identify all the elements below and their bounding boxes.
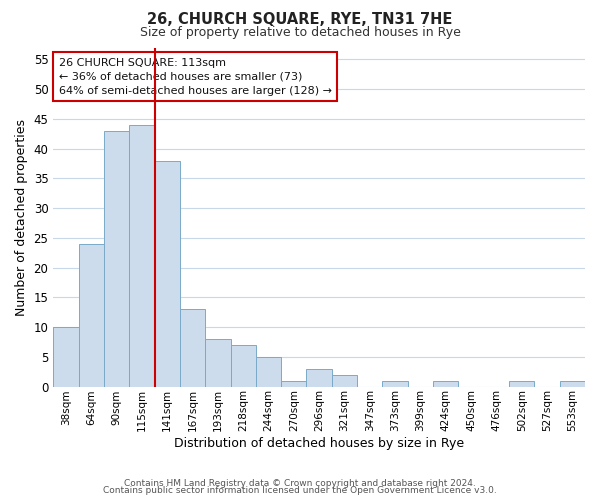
Bar	[180, 309, 205, 386]
Bar	[155, 160, 180, 386]
Bar	[382, 380, 408, 386]
Text: Size of property relative to detached houses in Rye: Size of property relative to detached ho…	[140, 26, 460, 39]
X-axis label: Distribution of detached houses by size in Rye: Distribution of detached houses by size …	[174, 437, 464, 450]
Text: Contains public sector information licensed under the Open Government Licence v3: Contains public sector information licen…	[103, 486, 497, 495]
Bar	[256, 357, 281, 386]
Bar	[509, 380, 535, 386]
Y-axis label: Number of detached properties: Number of detached properties	[15, 118, 28, 316]
Bar	[307, 368, 332, 386]
Bar	[281, 380, 307, 386]
Bar	[433, 380, 458, 386]
Bar	[332, 374, 357, 386]
Text: Contains HM Land Registry data © Crown copyright and database right 2024.: Contains HM Land Registry data © Crown c…	[124, 478, 476, 488]
Bar	[205, 339, 230, 386]
Bar	[560, 380, 585, 386]
Bar	[230, 345, 256, 387]
Bar	[79, 244, 104, 386]
Bar	[129, 125, 155, 386]
Bar	[53, 327, 79, 386]
Text: 26, CHURCH SQUARE, RYE, TN31 7HE: 26, CHURCH SQUARE, RYE, TN31 7HE	[148, 12, 452, 28]
Text: 26 CHURCH SQUARE: 113sqm
← 36% of detached houses are smaller (73)
64% of semi-d: 26 CHURCH SQUARE: 113sqm ← 36% of detach…	[59, 58, 332, 96]
Bar	[104, 131, 129, 386]
